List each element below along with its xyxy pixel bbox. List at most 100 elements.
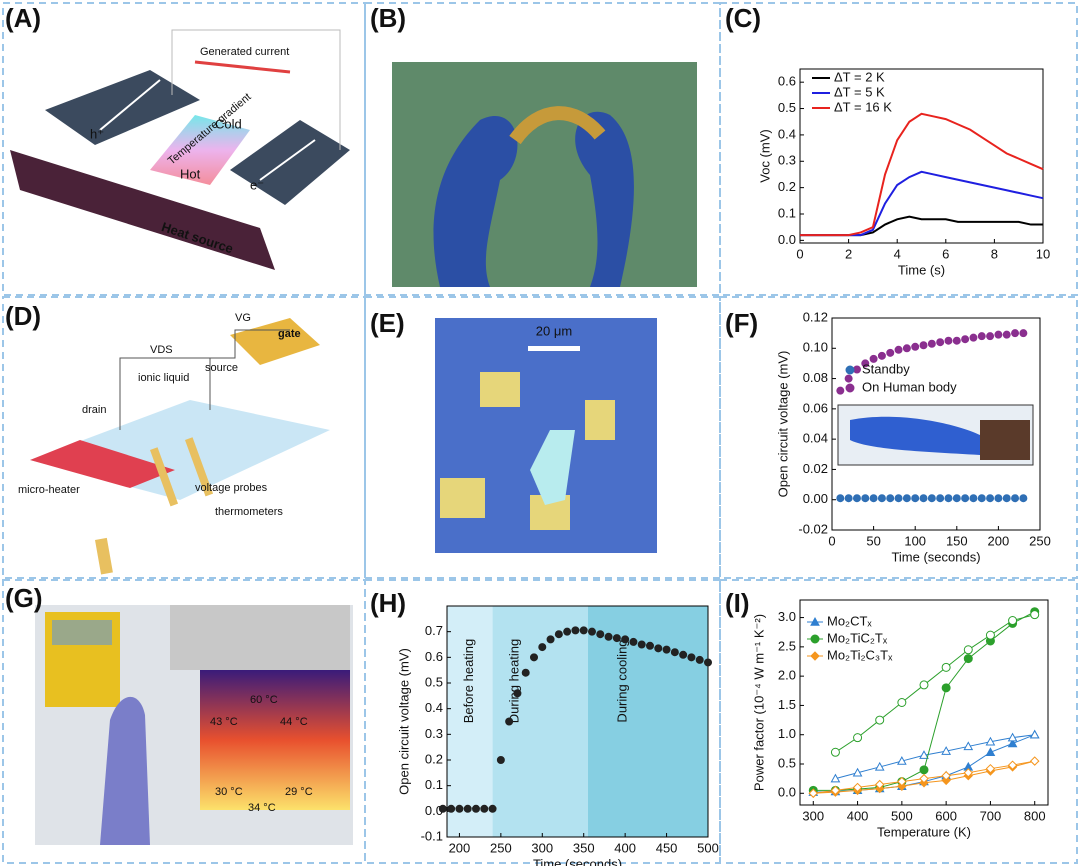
marker bbox=[875, 715, 885, 725]
marker bbox=[1007, 732, 1018, 742]
border bbox=[2, 296, 366, 579]
panel-labels: (A) (B) (C) (D) (E) (F) (G) (H) (I) bbox=[5, 3, 761, 618]
x-axis-label: Time (s) bbox=[898, 262, 945, 277]
panel-g-photo: 60 °C 43 °C 44 °C 30 °C 29 °C 34 °C bbox=[35, 605, 353, 845]
x-tick-label: 250 bbox=[490, 840, 512, 855]
panel-d-art: VDS VG source ionic liquid drain gate mi… bbox=[18, 312, 330, 575]
marker bbox=[1007, 738, 1018, 748]
annotation: thermometers bbox=[215, 506, 283, 518]
marker bbox=[1002, 494, 1011, 503]
probe bbox=[185, 437, 214, 497]
marker bbox=[927, 339, 936, 348]
marker bbox=[612, 634, 621, 643]
marker bbox=[994, 494, 1003, 503]
marker bbox=[941, 746, 951, 755]
y-tick-label: 0.1 bbox=[425, 777, 443, 792]
x-tick-label: 10 bbox=[1036, 246, 1050, 261]
temperature: 30 °C bbox=[215, 786, 243, 798]
electrodes bbox=[440, 372, 615, 530]
display bbox=[52, 620, 112, 645]
marker bbox=[941, 662, 951, 672]
marker bbox=[513, 689, 522, 698]
x-tick-label: 350 bbox=[573, 840, 595, 855]
x-tick-label: 8 bbox=[991, 246, 998, 261]
marker bbox=[1002, 330, 1011, 339]
marker bbox=[919, 750, 929, 759]
x-tick-label: 300 bbox=[531, 840, 553, 855]
border bbox=[719, 2, 1078, 296]
marker bbox=[875, 779, 885, 790]
marker bbox=[1008, 616, 1018, 625]
p-sheet bbox=[45, 70, 200, 145]
marker bbox=[919, 680, 929, 690]
marker bbox=[894, 494, 903, 503]
region bbox=[447, 606, 493, 837]
x-tick-label: 4 bbox=[894, 246, 901, 261]
marker bbox=[911, 494, 920, 503]
gate-pad bbox=[230, 318, 320, 365]
marker bbox=[911, 342, 920, 351]
panel-label: (B) bbox=[370, 3, 406, 33]
annotation: micro-heater bbox=[18, 484, 80, 496]
y-axis-label: Open circuit voltage (mV) bbox=[396, 648, 411, 795]
y-tick-label: 0.5 bbox=[778, 755, 796, 770]
marker bbox=[944, 336, 953, 345]
panel-label: (E) bbox=[370, 308, 405, 338]
arrow bbox=[259, 139, 316, 181]
probe bbox=[150, 447, 179, 507]
marker bbox=[496, 756, 505, 764]
y-tick-label: 0.3 bbox=[425, 726, 443, 741]
marker bbox=[505, 717, 514, 726]
marker bbox=[986, 332, 995, 341]
pad bbox=[480, 372, 520, 407]
legend-label: Mo₂CTₓ bbox=[827, 613, 872, 628]
marker bbox=[897, 756, 907, 765]
temperature: 44 °C bbox=[280, 716, 308, 728]
legend-marker bbox=[810, 634, 820, 644]
plot-frame bbox=[446, 605, 709, 838]
marker bbox=[662, 645, 671, 654]
legend-label: ΔT = 16 K bbox=[834, 99, 892, 114]
marker bbox=[852, 365, 861, 374]
temperature: 60 °C bbox=[250, 694, 278, 706]
panel-label: (G) bbox=[5, 583, 43, 613]
marker bbox=[919, 341, 928, 350]
marker bbox=[1030, 610, 1040, 620]
series-line bbox=[835, 614, 1035, 753]
y-tick-label: 0.2 bbox=[778, 179, 796, 194]
marker bbox=[1019, 494, 1028, 503]
marker bbox=[985, 736, 996, 746]
legend-marker bbox=[845, 365, 855, 375]
glove bbox=[433, 115, 518, 287]
x-tick-label: 0 bbox=[828, 533, 835, 548]
marker bbox=[961, 335, 970, 344]
device bbox=[509, 106, 606, 145]
marker bbox=[852, 767, 863, 777]
x-tick-label: 450 bbox=[656, 840, 678, 855]
x-tick-label: 600 bbox=[935, 808, 957, 823]
x-tick-label: 400 bbox=[614, 840, 636, 855]
legend-label: On Human body bbox=[862, 379, 957, 394]
marker bbox=[977, 332, 986, 341]
marker bbox=[927, 494, 936, 503]
marker bbox=[852, 494, 861, 503]
marker bbox=[897, 698, 907, 707]
marker bbox=[869, 354, 878, 363]
y-tick-label: 0.4 bbox=[778, 126, 796, 141]
x-tick-label: 200 bbox=[449, 840, 471, 855]
marker bbox=[853, 733, 863, 743]
region-label: Before heating bbox=[461, 639, 476, 724]
marker bbox=[994, 330, 1003, 339]
marker bbox=[977, 494, 986, 503]
marker bbox=[902, 344, 911, 353]
marker bbox=[808, 788, 818, 798]
marker bbox=[936, 494, 945, 503]
glove bbox=[575, 111, 634, 287]
legend-marker bbox=[810, 651, 820, 661]
y-tick-label: 0.6 bbox=[425, 649, 443, 664]
marker bbox=[861, 494, 870, 503]
y-tick-label: 0.02 bbox=[803, 461, 828, 476]
border bbox=[719, 296, 1078, 579]
annotation: source bbox=[205, 362, 238, 374]
y-tick-label: 0.6 bbox=[778, 74, 796, 89]
